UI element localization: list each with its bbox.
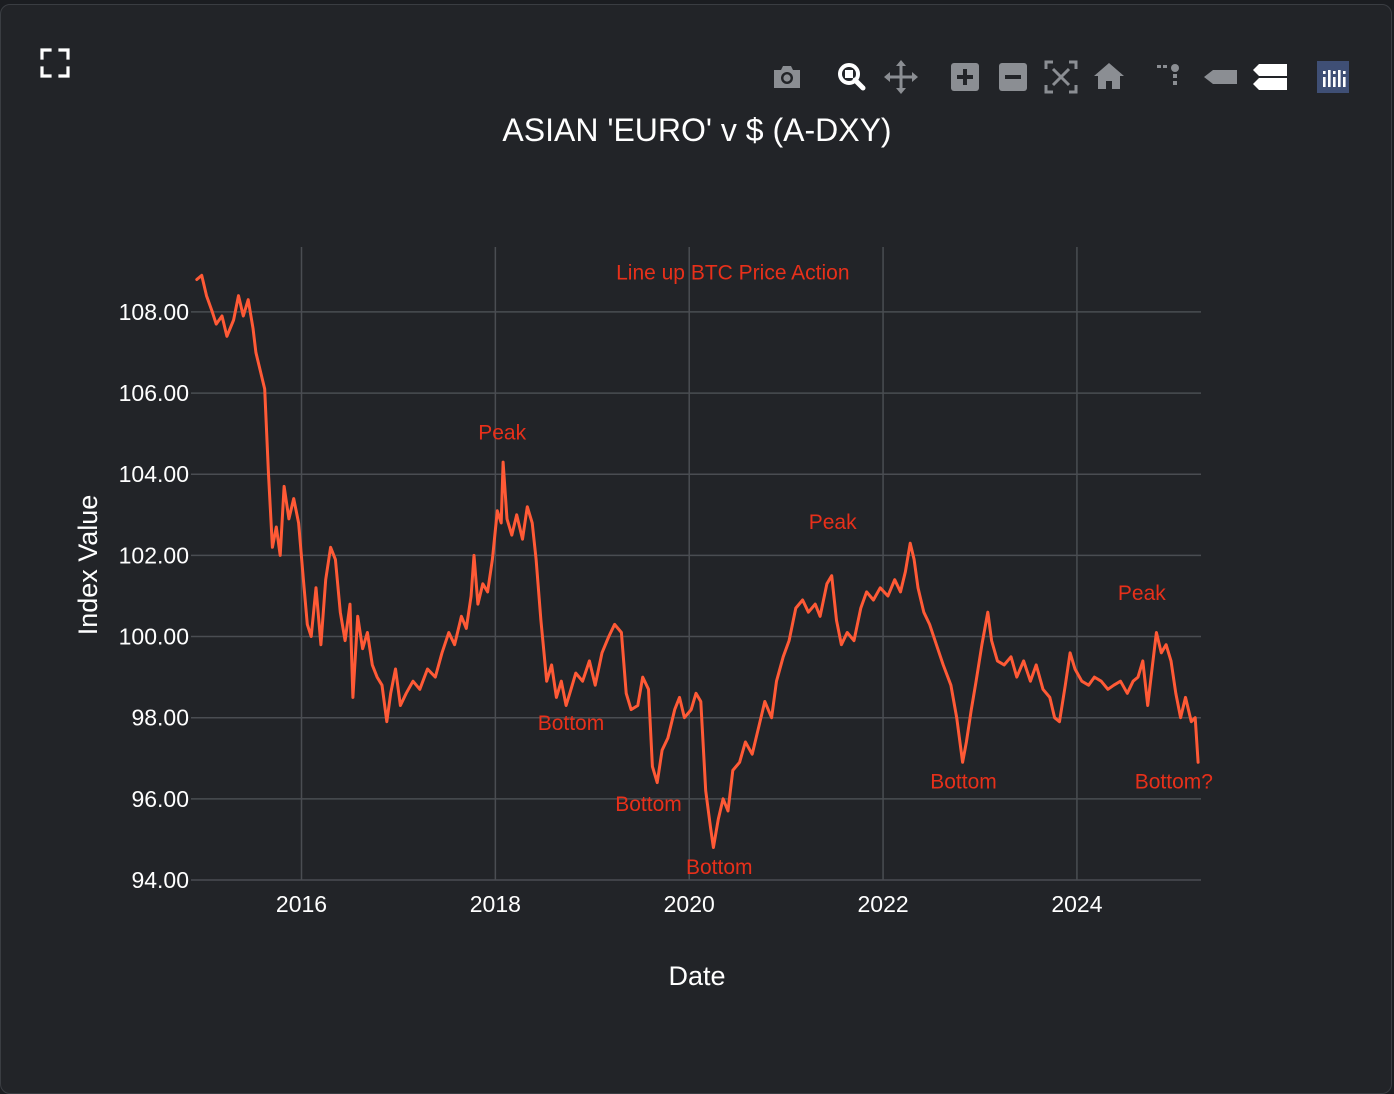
spike-lines-icon[interactable] [1151,57,1191,97]
plot-area[interactable] [195,273,1200,849]
x-tick-label: 2016 [276,891,327,917]
zoom-out-icon[interactable] [993,57,1033,97]
y-tick-label: 106.00 [119,380,189,406]
reset-axes-icon[interactable] [1089,57,1129,97]
annotation-label: Bottom [538,712,605,735]
annotation-label: Bottom [930,771,997,794]
x-tick-label: 2022 [857,891,908,917]
annotation-label: Peak [478,422,526,445]
chart-title: ASIAN 'EURO' v $ (A-DXY) [502,112,891,148]
y-tick-label: 100.00 [119,624,189,650]
y-tick-label: 96.00 [131,786,189,812]
chart-panel: ASIAN 'EURO' v $ (A-DXY) 2016 2018 2020 202… [0,4,1392,1094]
axis-ticks: 2016 2018 2020 2022 2024 94.00 96.00 98.00 100.0… [119,299,1103,917]
annotation-label: Peak [809,511,857,534]
zoom-icon[interactable] [831,57,871,97]
x-tick-label: 2020 [664,891,715,917]
y-tick-label: 98.00 [131,705,189,731]
x-tick-label: 2024 [1051,891,1102,917]
line-chart: ASIAN 'EURO' v $ (A-DXY) 2016 2018 2020 202… [73,112,1213,991]
hover-compare-icon[interactable] [1249,57,1289,97]
x-tick-label: 2018 [470,891,521,917]
hover-closest-icon[interactable] [1201,57,1241,97]
y-tick-label: 108.00 [119,299,189,325]
autoscale-icon[interactable] [1041,57,1081,97]
annotation-label: Bottom [615,793,682,816]
fullscreen-expand-icon[interactable] [37,45,73,81]
annotation-label: Bottom? [1135,771,1213,794]
grid-lines [191,247,1201,881]
annotation-label: Peak [1118,582,1166,605]
y-tick-label: 104.00 [119,461,189,487]
annotation-label: Bottom [686,856,753,879]
y-tick-label: 94.00 [131,867,189,893]
annotations: Line up BTC Price Action Peak Bottom Bottom… [478,261,1213,878]
y-axis-title: Index Value [73,495,103,636]
y-tick-label: 102.00 [119,542,189,568]
zoom-in-icon[interactable] [945,57,985,97]
series-line-0[interactable] [195,273,1200,849]
x-axis-title: Date [668,961,725,991]
camera-icon[interactable] [767,57,807,97]
annotation-label: Line up BTC Price Action [616,261,849,284]
chart-modebar [1,57,1391,97]
pan-icon[interactable] [881,57,921,97]
plotly-logo-icon[interactable] [1313,57,1353,97]
